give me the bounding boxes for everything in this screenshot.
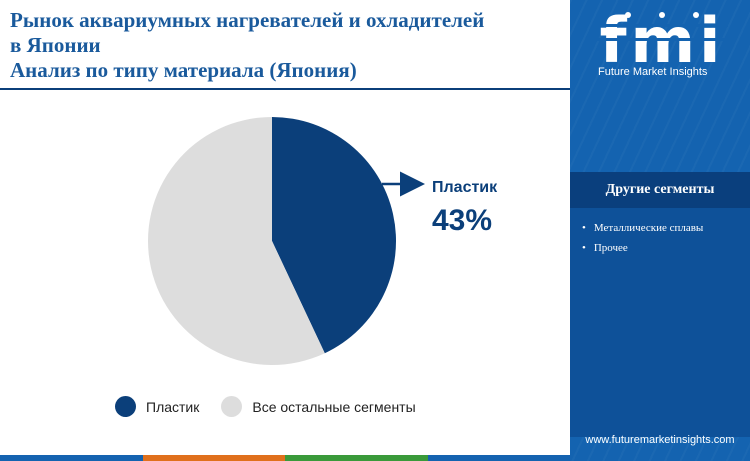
legend-item-plastic: Пластик (115, 396, 199, 417)
pie-slices (147, 117, 396, 365)
bottom-bar-segment (427, 455, 570, 461)
bottom-bar-segment (285, 455, 428, 461)
legend-label-plastic: Пластик (146, 398, 200, 415)
pie-chart: Пластик 43% (147, 117, 498, 365)
legend-swatch-others (221, 396, 243, 417)
chart-title: Рынок аквариумных нагревателей и охладит… (10, 8, 570, 83)
segment-item: Прочее (582, 238, 703, 258)
brand-name: Future Market Insights (598, 66, 708, 78)
pie-slice-1 (147, 117, 325, 365)
bottom-bar-segment (142, 455, 285, 461)
other-segments-header: Другие сегменты (570, 172, 750, 208)
callout-value: 43% (432, 204, 492, 237)
legend-item-others: Все остальные сегменты (221, 396, 416, 417)
bottom-color-bar (0, 455, 570, 461)
pie-slice-0 (272, 117, 396, 354)
other-segments-title: Другие сегменты (605, 182, 715, 197)
other-segments-panel: Другие сегменты Металлические сплавы Про… (570, 172, 750, 437)
fmi-logo: fmi (596, 6, 728, 77)
chart-area: Рынок аквариумных нагревателей и охладит… (0, 8, 570, 461)
legend-label-others: Все остальные сегменты (252, 398, 416, 415)
other-segments-list: Металлические сплавы Прочее (582, 218, 703, 258)
title-line-1: Рынок аквариумных нагревателей и охладит… (10, 8, 485, 32)
title-line-3: Анализ по типу материала (Япония) (10, 58, 357, 82)
title-divider (0, 88, 570, 90)
segment-item: Металлические сплавы (582, 218, 703, 238)
website-link[interactable]: www.futuremarketinsights.com (585, 434, 735, 446)
callout-label: Пластик (432, 179, 498, 196)
legend-swatch-plastic (115, 396, 136, 417)
bottom-bar-segment (0, 455, 143, 461)
title-line-2: в Японии (10, 33, 101, 57)
chart-legend: Пластик Все остальные сегменты (115, 396, 438, 417)
logo-letters: fmi (600, 6, 725, 77)
sidebar: fmi Future Market Insights Другие сегмен… (570, 0, 750, 461)
